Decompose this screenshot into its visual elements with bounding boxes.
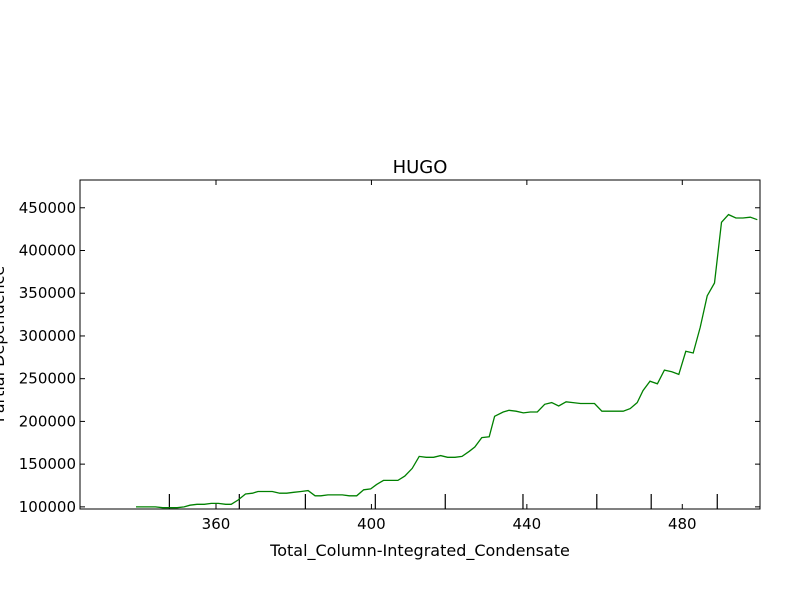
x-tick-label-2: 440 [513,515,542,533]
y-tick-label-6: 400000 [19,242,76,260]
y-tick-label-0: 100000 [19,498,76,516]
chart-title: HUGO [393,157,448,178]
rug-ticks [168,494,718,509]
x-axis-label: Total_Column-Integrated_Condensate [269,541,570,561]
x-tick-label-0: 360 [202,515,231,533]
y-tick-label-1: 150000 [19,455,76,473]
y-tick-label-3: 250000 [19,370,76,388]
y-tick-label-7: 450000 [19,199,76,217]
x-tick-label-3: 480 [668,515,697,533]
axis-ticks: 360 400 440 480 100000 150000 200000 250000 3000… [19,180,760,533]
y-axis-label: Partial Dependence [0,266,8,422]
y-tick-label-4: 300000 [19,327,76,345]
series-line [136,213,758,509]
y-tick-label-5: 350000 [19,284,76,302]
y-tick-label-2: 200000 [19,412,76,430]
x-tick-label-1: 400 [357,515,386,533]
plot-area [79,179,761,510]
